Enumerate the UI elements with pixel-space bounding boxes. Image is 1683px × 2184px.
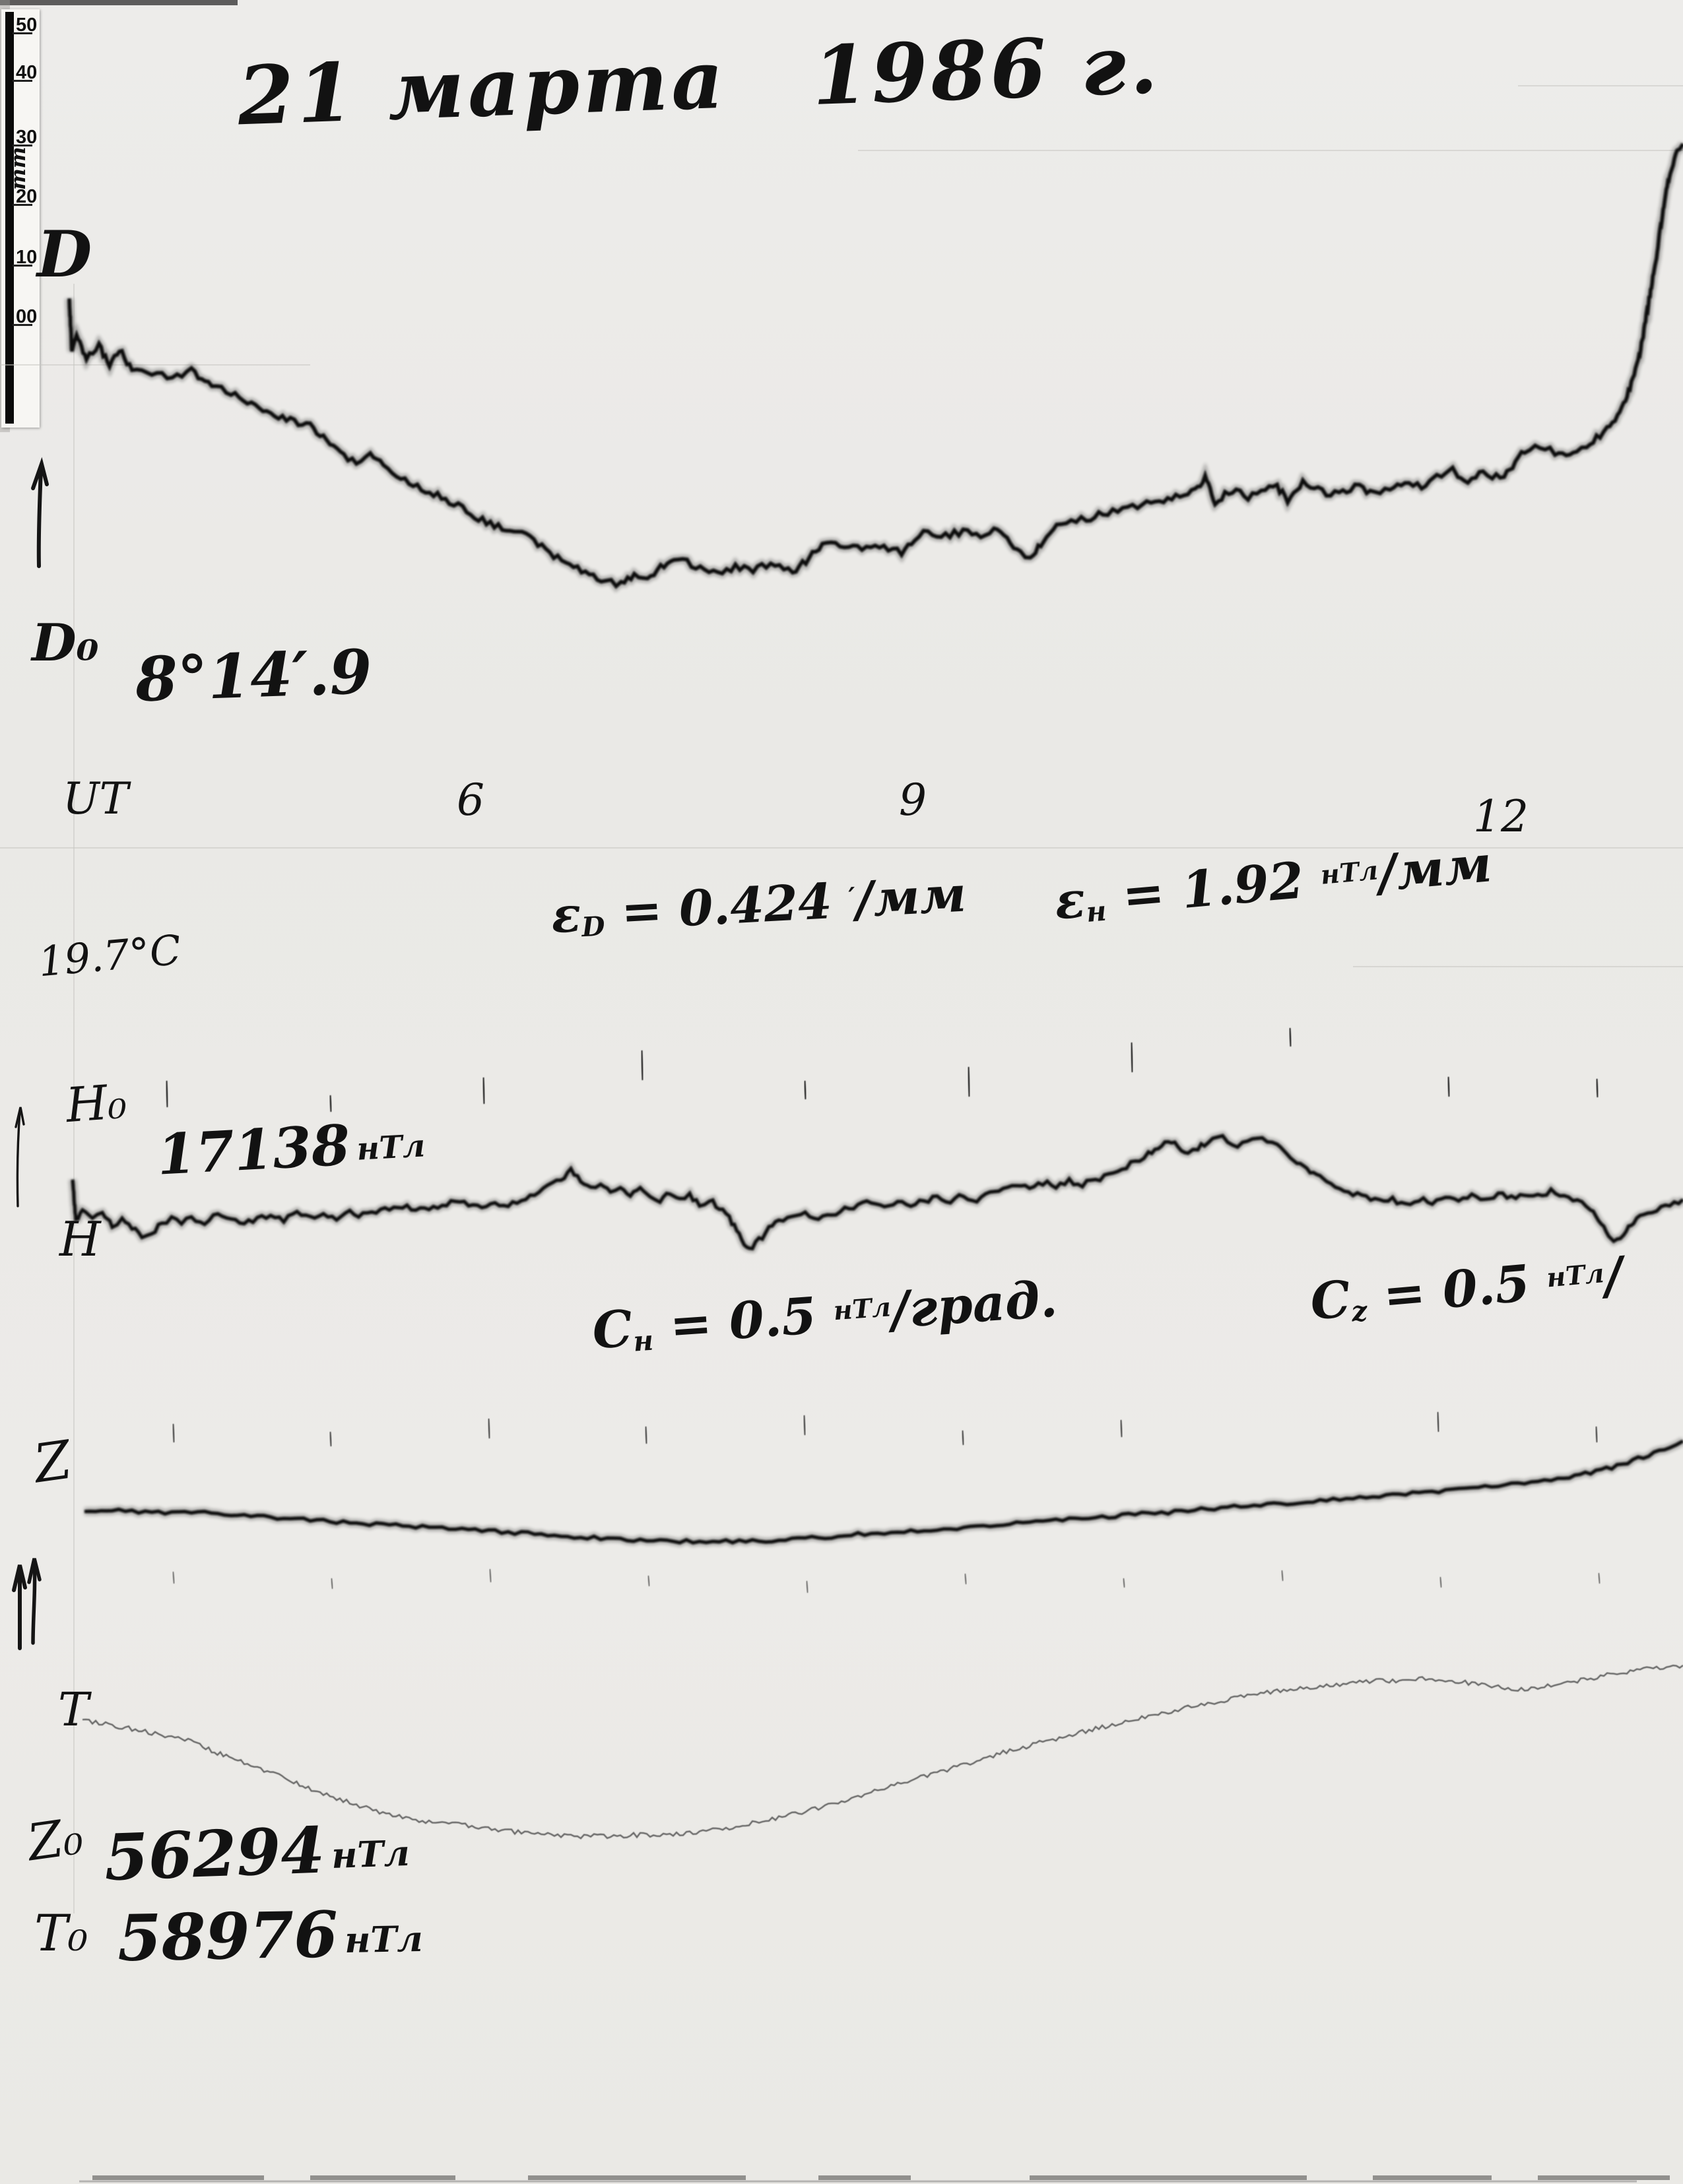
hour-tick-z-lower: [1122, 1578, 1126, 1588]
hour-tick-h: [1447, 1076, 1451, 1097]
trace-layer: [0, 85, 1683, 2183]
hour-tick-z-upper: [1595, 1426, 1599, 1443]
hour-tick-z-lower: [330, 1578, 334, 1590]
double-up-arrow-right-head-icon: [27, 1558, 42, 1584]
ruler-bar: [5, 12, 14, 424]
scan-bottom-mark: [1538, 2175, 1670, 2180]
hour-tick-z-lower: [488, 1568, 492, 1583]
scan-top-edge: [0, 0, 238, 5]
hour-tick-z-lower: [805, 1580, 809, 1593]
baseline-label-d0: D₀: [32, 613, 99, 673]
baseline-value-t0: 58976 нТл: [117, 1897, 424, 1976]
hour-tick-z-upper: [329, 1431, 333, 1447]
hour-tick-z-upper: [961, 1430, 965, 1446]
ruler-label-20: 20: [16, 186, 38, 207]
ruler-tick: [13, 80, 32, 82]
hour-label-12: 12: [1473, 791, 1529, 842]
hour-label-6: 6: [457, 775, 484, 825]
ruler-tick: [13, 265, 32, 267]
hour-tick-z-upper: [1436, 1411, 1440, 1432]
hour-tick-z-lower: [647, 1575, 651, 1587]
ruler-label-40: 40: [16, 62, 38, 83]
hour-tick-h: [165, 1080, 169, 1108]
hour-label-9: 9: [899, 775, 927, 825]
h-trace: [71, 1134, 1683, 1250]
ruler-tick: [13, 324, 32, 326]
hour-tick-z-lower: [172, 1571, 176, 1584]
ruler-tick: [13, 145, 32, 146]
temperature-note: 19.7°C: [36, 925, 183, 986]
up-arrow-icon: [36, 468, 43, 568]
scan-bottom-mark: [528, 2175, 746, 2180]
channel-label-d: D: [37, 217, 92, 292]
thin-up-arrow-head-icon: [15, 1107, 25, 1128]
hour-tick-z-upper: [1119, 1419, 1123, 1438]
baseline-value-z0: 56294 нТл: [103, 1813, 411, 1896]
scan-bottom-mark: [1030, 2175, 1307, 2180]
baseline-label-t0: T₀: [34, 1904, 88, 1962]
baseline-label-h0: H₀: [64, 1073, 129, 1134]
double-up-arrow-right-icon: [31, 1559, 37, 1645]
hour-tick-h: [1130, 1042, 1134, 1073]
ruler-label-30: 30: [16, 127, 38, 148]
hour-tick-z-upper: [487, 1418, 491, 1439]
channel-label-t: T: [58, 1683, 89, 1737]
hour-tick-z-lower: [1439, 1576, 1443, 1588]
z-trace: [84, 1439, 1683, 1545]
hour-tick-h: [640, 1050, 644, 1081]
hour-tick-z-upper: [644, 1426, 648, 1444]
title-date: 21 марта: [236, 31, 729, 144]
hour-tick-z-upper: [803, 1415, 807, 1436]
thin-up-arrow-icon: [16, 1110, 21, 1207]
baseline-label-z0: Z₀: [24, 1806, 86, 1873]
hour-tick-h: [329, 1095, 333, 1112]
up-arrow-head-icon: [31, 457, 49, 490]
ruler-label-10: 10: [16, 247, 38, 268]
scan-bottom-mark: [310, 2175, 455, 2180]
ruler-tick: [13, 204, 32, 206]
hour-tick-h: [1288, 1027, 1292, 1047]
title-year: 1986 г.: [810, 16, 1162, 123]
hour-tick-z-upper: [172, 1423, 176, 1443]
hour-tick-z-lower: [1280, 1570, 1284, 1582]
mm-scale-ruler: 50 40 30 mm 20 10 00: [1, 9, 40, 428]
hour-tick-h: [803, 1080, 807, 1100]
channel-label-h: H: [59, 1211, 101, 1267]
scan-bottom-mark: [818, 2175, 911, 2180]
hour-tick-z-lower: [1597, 1572, 1601, 1584]
hour-tick-h: [967, 1066, 971, 1097]
baseline-value-d0: 8°14′.9: [134, 635, 374, 716]
time-axis-label: UT: [63, 773, 129, 824]
annotation-arrows: [12, 457, 49, 1650]
hour-tick-h: [1595, 1078, 1599, 1098]
double-up-arrow-left-head-icon: [12, 1564, 27, 1592]
t-trace: [82, 1664, 1683, 1840]
d-trace-halo: [65, 141, 1683, 593]
channel-label-z: Z: [30, 1429, 75, 1495]
scan-bottom-mark: [92, 2175, 264, 2180]
ruler-label-50: 50: [16, 15, 38, 36]
ruler-tick: [13, 32, 32, 34]
scan-bottom-mark: [1373, 2175, 1492, 2180]
hour-tick-h: [482, 1077, 486, 1105]
hour-tick-z-lower: [964, 1573, 968, 1585]
d-trace: [67, 143, 1683, 589]
ruler-label-00: 00: [16, 306, 38, 327]
